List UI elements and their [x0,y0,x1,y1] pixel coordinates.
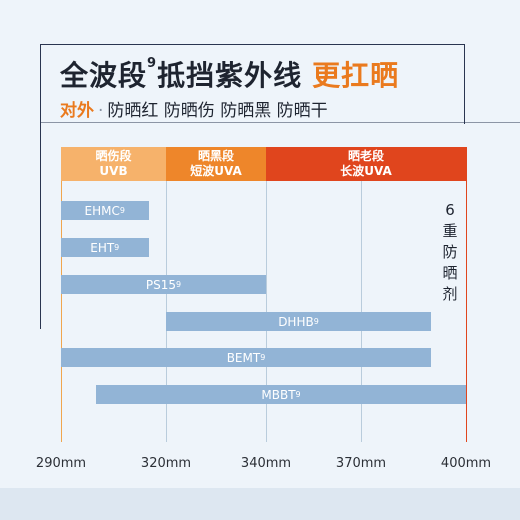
title-superscript: 9 [147,56,158,71]
bar-label: BEMT [226,350,261,365]
subtitle: 对外 · 防晒红 防晒伤 防晒黑 防晒干 [60,96,328,121]
band-label-line2: UVB [99,164,128,178]
band-label-line2: 短波UVA [190,164,242,178]
bar-label: EHMC [84,203,120,218]
subtitle-tag: 对外 [60,101,94,121]
subtitle-items: 防晒红 防晒伤 防晒黑 防晒干 [107,101,328,121]
x-tick-label-320: 320mm [140,456,192,471]
title-rest: 抵挡紫外线 [157,59,303,92]
bar-label: PS15 [145,277,177,292]
bottom-band [0,488,520,520]
band-2: 晒老段 长波UVA [266,147,466,181]
side-label-char: 重 [442,222,458,240]
x-tick-label-400: 400mm [440,456,492,471]
bar-bemt: BEMT 9 [61,348,431,367]
bar-label-superscript: 9 [313,317,319,326]
side-label-char: 6 [445,201,455,219]
subtitle-dot: · [98,101,104,121]
bar-label-superscript: 9 [176,280,182,289]
band-label-line1: 晒伤段 [95,149,132,163]
tick-line-340 [265,147,267,442]
tick-line-370 [360,147,362,442]
band-label-line1: 晒黑段 [197,149,234,163]
frame-mid-line [40,122,520,123]
side-label-char: 晒 [442,264,458,282]
bar-label-superscript: 9 [260,353,266,362]
bar-label-superscript: 9 [295,390,301,399]
bar-ps15: PS15 9 [61,275,266,294]
side-label: 6 重防晒剂 [440,200,460,305]
x-tick-label-340: 340mm [240,456,292,471]
band-label-line1: 晒老段 [347,149,384,163]
title-main: 全波段 [60,59,148,92]
tick-line-400 [465,147,467,442]
bar-dhhb: DHHB 9 [166,312,431,331]
frame-left-line [40,44,41,329]
bar-label-superscript: 9 [114,243,120,252]
bar-mbbt: MBBT 9 [96,385,466,404]
bar-label-superscript: 9 [119,206,125,215]
bar-label: EHT [90,240,115,255]
page-title: 全波段9抵挡紫外线 更扛晒 [60,54,399,94]
frame-top-line [40,44,465,45]
bar-label: DHHB [278,314,314,329]
band-1: 晒黑段 短波UVA [166,147,266,181]
title-accent: 更扛晒 [312,59,400,92]
side-label-char: 防 [442,243,458,261]
band-0: 晒伤段 UVB [61,147,166,181]
x-tick-label-290: 290mm [35,456,87,471]
x-tick-label-370: 370mm [335,456,387,471]
band-label-line2: 长波UVA [340,164,392,178]
bar-eht: EHT 9 [61,238,149,257]
tick-line-320 [165,147,167,442]
side-label-char: 剂 [442,285,458,303]
bar-ehmc: EHMC 9 [61,201,149,220]
bar-label: MBBT [261,387,296,402]
frame-right-line [464,44,465,124]
tick-line-290 [60,147,62,442]
